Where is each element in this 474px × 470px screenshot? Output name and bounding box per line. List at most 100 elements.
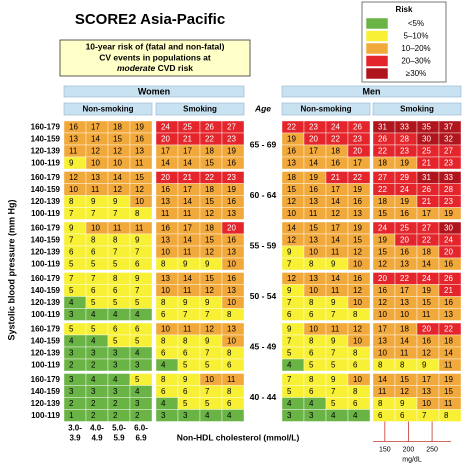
risk-value: 14 [183,274,192,283]
age-label: 65 - 69 [250,139,277,149]
bp-label: 160-179 [31,274,61,283]
subtitle-tail: CVD risk [158,63,194,73]
cholesterol-label: 3.0- [68,424,82,433]
risk-value: 16 [378,286,387,295]
risk-cell [199,358,223,372]
risk-value: 22 [378,185,387,194]
risk-cell [347,257,371,271]
risk-value: 26 [353,123,362,132]
risk-value: 9 [331,375,336,384]
risk-value: 17 [378,325,387,334]
risk-value: 7 [331,349,336,358]
risk-cell [63,397,87,410]
risk-value: 18 [378,159,387,168]
risk-value: 8 [161,375,166,384]
risk-cell [85,296,109,309]
risk-cell [155,409,179,422]
risk-value: 7 [91,209,96,218]
risk-value: 6 [400,411,405,420]
risk-value: 29 [400,173,409,182]
risk-value: 3 [69,387,74,396]
risk-cell [63,257,87,271]
risk-value: 5 [135,337,140,346]
risk-value: 7 [287,260,292,269]
risk-value: 6 [227,361,232,370]
risk-value: 6 [378,411,383,420]
risk-cell [85,284,109,297]
risk-value: 7 [205,387,210,396]
risk-value: 9 [287,286,292,295]
risk-value: 17 [331,224,340,233]
risk-value: 23 [227,135,236,144]
bp-label: 140-159 [31,387,61,396]
risk-cell [63,358,87,372]
risk-value: 20 [378,274,387,283]
risk-value: 8 [227,387,232,396]
risk-value: 23 [444,159,453,168]
risk-value: 19 [353,224,362,233]
risk-value: 10 [353,337,362,346]
risk-value: 5 [69,286,74,295]
risk-value: 12 [113,185,122,194]
risk-cell [199,308,223,321]
risk-cell [416,409,440,422]
risk-cell [221,409,245,422]
risk-cell [85,207,109,220]
risk-cell [199,397,223,410]
risk-cell [303,358,327,372]
risk-cell [303,296,327,309]
risk-cell [325,308,349,321]
risk-value: 11 [183,248,192,257]
risk-cell [372,409,396,422]
risk-value: 9 [422,361,427,370]
risk-value: 11 [444,361,453,370]
risk-value: 3 [135,399,140,408]
bp-label: 100-119 [31,310,60,319]
panel-header-label: Smoking [183,105,217,114]
x-axis-label: Non-HDL cholesterol (mmol/L) [177,432,300,442]
risk-cell [85,257,109,271]
risk-value: 3 [309,411,314,420]
risk-value: 13 [444,310,453,319]
risk-value: 16 [444,298,453,307]
risk-cell [221,207,245,220]
risk-cell [281,373,305,386]
risk-value: 2 [91,399,96,408]
risk-value: 2 [113,399,118,408]
risk-cell [85,272,109,285]
risk-cell [199,296,223,309]
risk-cell [347,397,371,410]
risk-value: 7 [135,286,140,295]
risk-value: 6 [135,325,140,334]
risk-value: 30 [444,224,453,233]
risk-value: 15 [287,185,296,194]
risk-value: 11 [331,325,340,334]
mg-tick-label: 200 [403,446,415,453]
risk-cell [85,409,109,422]
risk-cell [347,156,371,170]
sex-header-label: Women [138,86,170,96]
risk-value: 11 [183,286,192,295]
risk-value: 25 [183,123,192,132]
risk-value: 33 [444,173,453,182]
risk-value: 16 [331,159,340,168]
risk-cell [129,334,153,348]
risk-cell [155,296,179,309]
age-header: Age [254,103,271,113]
risk-value: 15 [135,173,144,182]
risk-value: 4 [69,298,74,307]
legend-swatch [365,42,389,55]
risk-value: 10 [353,375,362,384]
risk-value: 14 [161,159,170,168]
risk-value: 13 [161,197,170,206]
risk-value: 16 [69,123,78,132]
risk-value: 24 [161,123,170,132]
risk-cell [85,195,109,208]
risk-value: 8 [183,337,188,346]
risk-value: 8 [227,349,232,358]
risk-value: 9 [205,260,210,269]
risk-cell [85,233,109,247]
bp-label: 160-179 [31,224,61,233]
risk-cell [199,409,223,422]
risk-cell [129,346,153,360]
